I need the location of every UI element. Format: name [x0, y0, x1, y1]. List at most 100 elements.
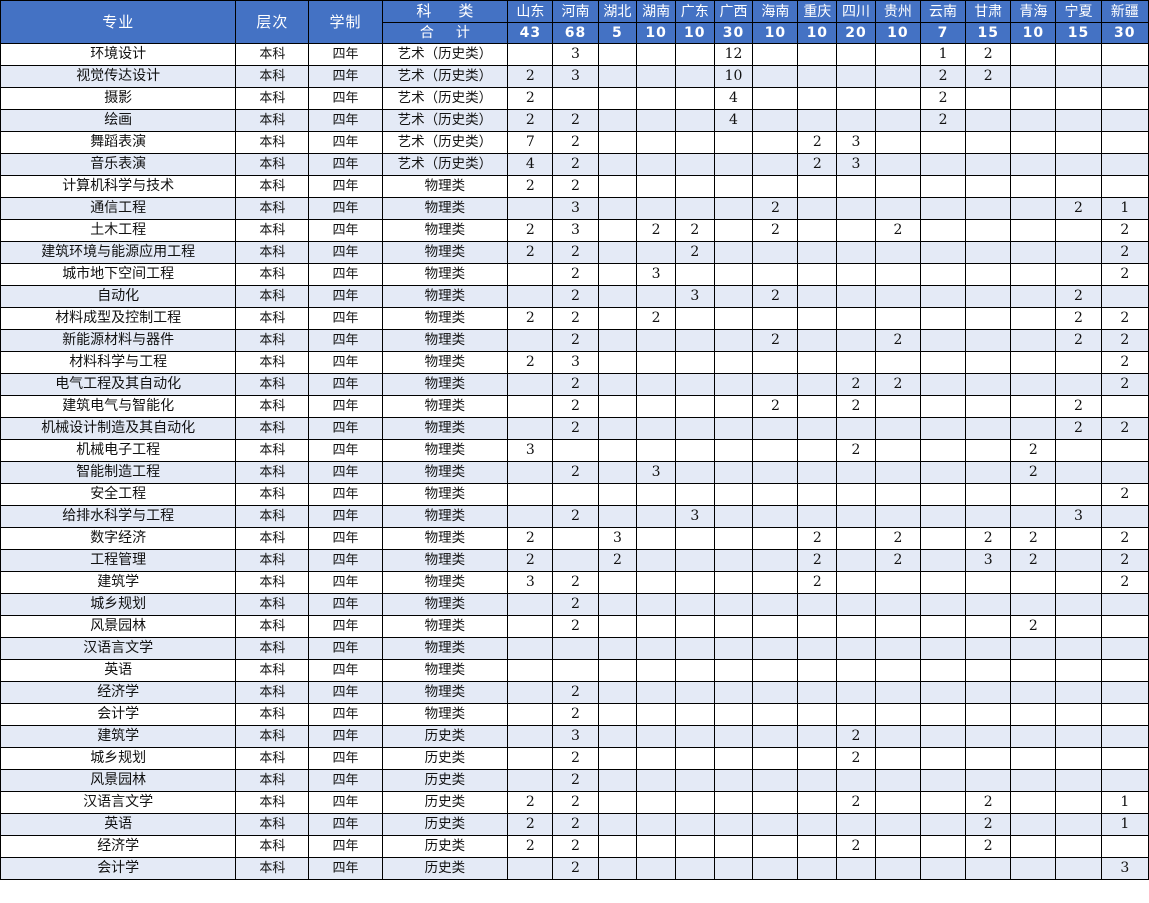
cell-quota-hunan [636, 549, 676, 572]
cell-quota-sichuan [836, 593, 876, 616]
cell-quota-qinghai [1010, 241, 1057, 264]
cell-quota-qinghai [1010, 813, 1057, 836]
cell-quota-shandong [507, 857, 554, 880]
cell-level: 本科 [235, 571, 310, 594]
cell-quota-gansu [965, 175, 1012, 198]
cell-quota-chongqing [797, 461, 838, 484]
cell-quota-ningxia [1055, 857, 1102, 880]
cell-quota-henan: 2 [552, 153, 599, 176]
cell-quota-hainan [752, 439, 799, 462]
cell-quota-qinghai [1010, 703, 1057, 726]
table-row: 音乐表演 本科 四年 艺术（历史类） 4 2 2 3 [0, 153, 1149, 176]
cell-quota-xinjiang [1100, 835, 1149, 858]
cell-years: 四年 [308, 681, 383, 704]
table-row: 英语 本科 四年 历史类 2 2 2 1 [0, 813, 1149, 836]
cell-quota-ningxia: 2 [1055, 197, 1102, 220]
cell-quota-guizhou [874, 659, 921, 682]
cell-quota-yunnan [919, 681, 967, 704]
cell-quota-xinjiang: 2 [1100, 417, 1149, 440]
cell-quota-sichuan [836, 307, 876, 330]
cell-major: 自动化 [0, 285, 237, 308]
cell-quota-hainan [752, 703, 799, 726]
cell-quota-ningxia: 2 [1055, 395, 1102, 418]
cell-quota-guangdong [674, 835, 715, 858]
cell-quota-xinjiang: 1 [1100, 791, 1149, 814]
cell-quota-gansu [965, 571, 1012, 594]
table-body: 环境设计 本科 四年 艺术（历史类） 3 12 1 2 视觉传达设计 本科 四年 艺术（历史类） 2 3 1… [0, 43, 1149, 880]
cell-quota-sichuan [836, 87, 876, 110]
cell-quota-yunnan [919, 263, 967, 286]
cell-quota-guangxi: 10 [713, 65, 754, 88]
cell-quota-qinghai [1010, 153, 1057, 176]
cell-quota-henan: 2 [552, 769, 599, 792]
cell-quota-chongqing [797, 373, 838, 396]
cell-quota-sichuan [836, 615, 876, 638]
cell-years: 四年 [308, 263, 383, 286]
cell-quota-henan [552, 637, 599, 660]
cell-quota-sichuan [836, 65, 876, 88]
cell-quota-gansu [965, 197, 1012, 220]
cell-quota-guangxi [713, 549, 754, 572]
cell-category: 物理类 [381, 571, 509, 594]
header-total-qinghai: 10 [1010, 22, 1057, 44]
cell-years: 四年 [308, 109, 383, 132]
cell-category: 物理类 [381, 219, 509, 242]
cell-quota-ningxia [1055, 835, 1102, 858]
cell-quota-xinjiang: 2 [1100, 483, 1149, 506]
cell-quota-qinghai [1010, 747, 1057, 770]
cell-quota-ningxia [1055, 527, 1102, 550]
cell-quota-chongqing [797, 109, 838, 132]
cell-quota-guizhou: 2 [874, 329, 921, 352]
cell-quota-gansu [965, 769, 1012, 792]
cell-quota-gansu: 2 [965, 65, 1012, 88]
cell-quota-guangxi [713, 527, 754, 550]
cell-quota-chongqing [797, 615, 838, 638]
cell-quota-guangxi [713, 461, 754, 484]
cell-quota-henan: 2 [552, 615, 599, 638]
cell-quota-guangxi: 4 [713, 109, 754, 132]
table-row: 绘画 本科 四年 艺术（历史类） 2 2 4 2 [0, 109, 1149, 132]
header-total-guizhou: 10 [874, 22, 921, 44]
cell-quota-hunan [636, 439, 676, 462]
cell-category: 物理类 [381, 175, 509, 198]
cell-quota-xinjiang [1100, 87, 1149, 110]
cell-quota-henan: 2 [552, 109, 599, 132]
cell-quota-chongqing [797, 241, 838, 264]
cell-level: 本科 [235, 681, 310, 704]
cell-quota-yunnan [919, 769, 967, 792]
cell-quota-guangdong [674, 813, 715, 836]
cell-quota-guizhou [874, 813, 921, 836]
cell-quota-ningxia [1055, 219, 1102, 242]
cell-level: 本科 [235, 615, 310, 638]
header-total-hunan: 10 [636, 22, 676, 44]
cell-quota-shandong: 2 [507, 527, 554, 550]
cell-quota-sichuan: 3 [836, 131, 876, 154]
cell-quota-hubei [597, 373, 638, 396]
cell-quota-guizhou [874, 395, 921, 418]
cell-level: 本科 [235, 153, 310, 176]
cell-years: 四年 [308, 593, 383, 616]
cell-quota-chongqing [797, 593, 838, 616]
cell-quota-guizhou: 2 [874, 549, 921, 572]
table-row: 给排水科学与工程 本科 四年 物理类 2 3 3 [0, 505, 1149, 528]
cell-quota-hunan [636, 637, 676, 660]
cell-quota-ningxia [1055, 351, 1102, 374]
cell-quota-shandong [507, 593, 554, 616]
cell-quota-qinghai [1010, 593, 1057, 616]
cell-quota-guangdong [674, 263, 715, 286]
cell-quota-guizhou [874, 571, 921, 594]
cell-quota-chongqing [797, 263, 838, 286]
header-total-hubei: 5 [597, 22, 638, 44]
cell-quota-hubei [597, 659, 638, 682]
cell-quota-gansu [965, 483, 1012, 506]
cell-major: 会计学 [0, 703, 237, 726]
cell-quota-shandong: 2 [507, 549, 554, 572]
table-row: 经济学 本科 四年 历史类 2 2 2 2 [0, 835, 1149, 858]
cell-quota-guangdong [674, 791, 715, 814]
cell-quota-sichuan: 2 [836, 373, 876, 396]
cell-quota-gansu [965, 373, 1012, 396]
cell-quota-hubei [597, 131, 638, 154]
cell-quota-qinghai: 2 [1010, 461, 1057, 484]
cell-quota-shandong: 4 [507, 153, 554, 176]
cell-level: 本科 [235, 131, 310, 154]
